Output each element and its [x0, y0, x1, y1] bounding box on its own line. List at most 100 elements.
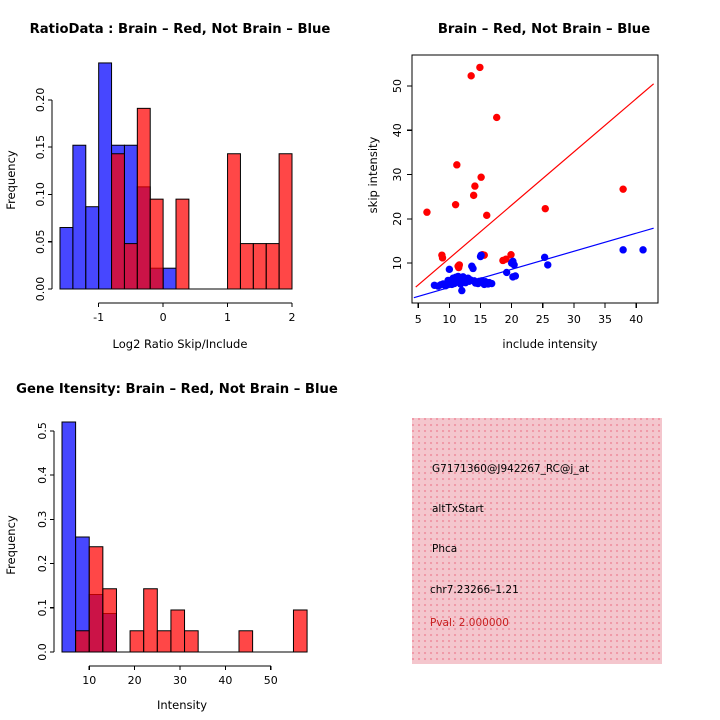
scatter-point [483, 211, 491, 220]
gene-info-panel: G7171360@J942267_RC@j_at altTxStart Phca… [360, 360, 720, 720]
histogram-bar [111, 153, 125, 290]
histogram-bar [175, 198, 190, 290]
histogram-bar [149, 198, 164, 290]
histogram-bar [265, 243, 280, 290]
x-tick-label: 20 [505, 313, 519, 326]
gene-intensity-title: Gene Itensity: Brain – Red, Not Brain – … [16, 382, 338, 397]
intensity-scatter-svg: Brain – Red, Not Brain – Blue skip inten… [366, 22, 659, 351]
x-tick-label: 40 [629, 313, 643, 326]
scatter-point [471, 182, 479, 190]
scatter-point [445, 265, 454, 274]
event-type-text: altTxStart [432, 503, 484, 515]
ratio-histogram-axes: 0.00 0.05 0.10 0.15 0.20 -1 0 1 2 [34, 88, 296, 324]
x-tick-label: 35 [598, 313, 612, 326]
scatter-point [423, 208, 431, 216]
ratio-histogram-svg: RatioData : Brain – Red, Not Brain – Blu… [4, 22, 331, 351]
histogram-bar [143, 588, 158, 653]
ratio-histogram-ylabel: Frequency [4, 150, 18, 210]
scatter-point [488, 279, 496, 288]
scatter-point [476, 63, 484, 72]
y-tick-label: 20 [391, 212, 404, 226]
y-tick-label: 0.00 [34, 277, 47, 302]
scatter-title: Brain – Red, Not Brain – Blue [438, 22, 650, 37]
histogram-bar [85, 206, 100, 290]
plot-frame [411, 54, 659, 304]
scatter-point [438, 254, 447, 262]
histogram-bar [170, 609, 186, 653]
histogram-bar [238, 630, 254, 653]
y-tick-label: 0.4 [36, 466, 49, 484]
scatter-point [544, 261, 552, 269]
x-tick-label: 25 [536, 313, 550, 326]
y-tick-label: 0.1 [36, 599, 49, 617]
histogram-bar [98, 62, 113, 290]
scatter-xlabel: include intensity [502, 337, 597, 351]
scatter-point [619, 185, 627, 193]
histogram-bar [72, 144, 87, 290]
x-tick-label: 50 [264, 674, 278, 687]
gene-intensity-xlabel: Intensity [157, 698, 207, 712]
histogram-bar [162, 267, 177, 290]
y-tick-label: 0.05 [34, 229, 47, 254]
y-tick-label: 0.0 [36, 643, 49, 661]
x-tick-label: 30 [173, 674, 187, 687]
y-tick-label: 30 [391, 168, 404, 182]
scatter-point [458, 286, 466, 295]
histogram-bar [61, 421, 77, 653]
ratio-histogram-title: RatioData : Brain – Red, Not Brain – Blu… [30, 22, 331, 37]
scatter-point [467, 72, 475, 80]
scatter-point [492, 113, 501, 122]
histogram-bar [88, 546, 104, 653]
histogram-bar [123, 243, 138, 290]
y-tick-label: 0.10 [34, 182, 47, 207]
histogram-bar [278, 153, 293, 290]
location-text: chr7.23266–1.21 [430, 584, 519, 596]
gene-intensity-bars [61, 421, 308, 653]
scatter-point [502, 255, 510, 263]
histogram-bar [252, 243, 267, 290]
ratio-histogram-xlabel: Log2 Ratio Skip/Include [113, 337, 248, 351]
scatter-point [507, 251, 515, 259]
gene-intensity-panel: Gene Itensity: Brain – Red, Not Brain – … [0, 360, 360, 720]
x-tick-label: 1 [224, 311, 231, 324]
x-tick-label: 40 [218, 674, 232, 687]
scatter-point [469, 191, 478, 200]
histogram-bar [136, 107, 151, 290]
scatter-point [451, 200, 460, 209]
histogram-bar [227, 153, 241, 290]
gene-intensity-axes: 0.0 0.1 0.2 0.3 0.4 0.5 10 20 30 40 50 [36, 422, 298, 687]
scatter-point [453, 161, 461, 169]
histogram-bar [239, 243, 254, 290]
y-tick-label: 0.5 [36, 422, 49, 440]
gene-info-box: G7171360@J942267_RC@j_at altTxStart Phca… [412, 418, 662, 664]
y-tick-label: 0.15 [34, 135, 47, 160]
scatter-point [619, 246, 627, 254]
y-tick-label: 50 [391, 79, 404, 93]
y-tick-label: 0.3 [36, 511, 49, 529]
histogram-bar [129, 630, 145, 653]
y-tick-label: 10 [391, 256, 404, 270]
histogram-bar [102, 588, 117, 653]
scatter-point [540, 253, 549, 262]
y-tick-label: 0.2 [36, 555, 49, 573]
regression-line [415, 83, 655, 288]
x-tick-label: 15 [474, 313, 488, 326]
gene-intensity-ylabel: Frequency [4, 515, 18, 575]
gene-intensity-svg: Gene Itensity: Brain – Red, Not Brain – … [4, 382, 338, 712]
x-tick-label: 10 [82, 674, 96, 687]
x-tick-label: 5 [415, 313, 422, 326]
histogram-bar [59, 227, 74, 290]
x-tick-label: 30 [567, 313, 581, 326]
scatter-points-group [413, 63, 655, 299]
ratio-histogram-bars [59, 62, 293, 290]
histogram-bar [184, 630, 199, 653]
y-tick-label: 0.20 [34, 88, 47, 113]
ratio-histogram-panel: RatioData : Brain – Red, Not Brain – Blu… [0, 0, 360, 360]
probe-id-text: G7171360@J942267_RC@j_at [432, 463, 590, 475]
scatter-ylabel: skip intensity [366, 136, 380, 213]
scatter-point [639, 246, 647, 254]
x-tick-label: -1 [93, 311, 104, 324]
y-tick-label: 40 [391, 123, 404, 137]
scatter-point [541, 204, 549, 213]
